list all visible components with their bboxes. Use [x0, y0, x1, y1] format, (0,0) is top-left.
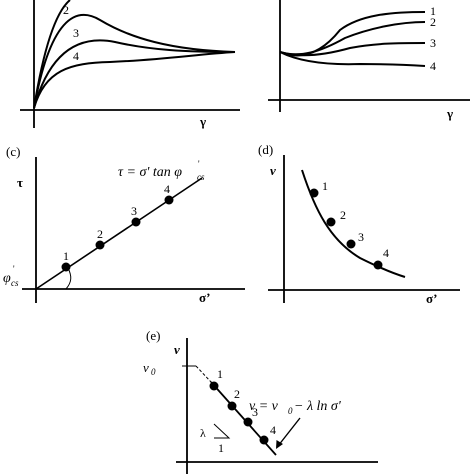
panel-c-point-4 — [164, 195, 174, 205]
panel-a-curve-3 — [33, 39, 236, 109]
panel-c-angle-label: φ cs ' — [3, 264, 19, 288]
panel-a-x-axis-label: γ — [199, 114, 206, 129]
panel-d-y-axis-label: v — [270, 163, 276, 178]
svg-text:φ: φ — [3, 271, 11, 286]
svg-text:τ = σ' tan φ: τ = σ' tan φ — [118, 165, 182, 180]
panel-b-curve-label-2: 2 — [430, 15, 436, 29]
panel-e-point-label-2: 2 — [234, 387, 240, 401]
panel-e-pointer-arrowhead — [276, 440, 283, 449]
svg-text:− λ ln σ': − λ ln σ' — [294, 399, 342, 414]
panel-d-point-4 — [373, 260, 383, 270]
panel-d-point-2 — [326, 217, 336, 227]
panel-e-slope-label: λ — [200, 426, 206, 440]
panel-c-point-label-3: 3 — [131, 204, 137, 218]
panel-b-curve-2 — [279, 21, 426, 56]
panel-b-x-axis-label: γ — [446, 106, 453, 121]
panel-d-label: (d) — [258, 142, 273, 157]
svg-text:': ' — [13, 264, 15, 274]
panel-a-curve-label-3: 3 — [73, 26, 79, 40]
panel-e-point-label-3: 3 — [252, 405, 258, 419]
panel-e-point-2 — [227, 401, 237, 411]
panel-d-ncl-curve — [301, 169, 406, 278]
svg-text:': ' — [198, 159, 200, 169]
panel-c-point-2 — [95, 240, 105, 250]
panel-e-axes — [176, 338, 378, 474]
panel-c-x-axis-label: σ’ — [199, 290, 210, 305]
panel-c-point-label-4: 4 — [164, 182, 170, 196]
svg-text:0: 0 — [151, 367, 156, 377]
panel-d-point-label-4: 4 — [383, 246, 389, 260]
panel-d-point-3 — [346, 239, 356, 249]
svg-text:cs: cs — [11, 278, 19, 288]
panel-a-curve-2 — [33, 13, 236, 109]
panel-e-point-4 — [259, 435, 269, 445]
panel-a: 2 3 4 γ — [20, 0, 240, 129]
panel-e-point-label-4: 4 — [270, 423, 276, 437]
panel-b-curve-4 — [279, 51, 426, 67]
panel-a-curve-label-4: 4 — [73, 49, 79, 63]
panel-c-point-1 — [61, 262, 71, 272]
svg-text:v = v: v = v — [249, 399, 279, 414]
panel-d-point-1 — [309, 188, 319, 198]
panel-e-equation: v = v 0 − λ ln σ' — [249, 399, 342, 416]
panel-e-pointer-arrow — [277, 417, 301, 447]
panel-c-point-3 — [131, 217, 141, 227]
svg-text:cs: cs — [197, 172, 205, 182]
panel-b-curve-label-4: 4 — [430, 59, 436, 73]
panel-e: (e) v v 0 1 2 3 4 λ 1 v = v 0 − λ ln σ' — [143, 328, 378, 474]
panel-d-point-label-1: 1 — [322, 179, 328, 193]
panel-c-equation: τ = σ' tan φ cs ' — [118, 159, 205, 182]
panel-c-failure-line — [35, 177, 203, 290]
panel-e-slope-run: 1 — [218, 441, 224, 455]
panel-e-slope-triangle — [213, 423, 231, 439]
svg-text:0: 0 — [288, 406, 293, 416]
panel-a-curve-label-2: 2 — [63, 3, 69, 17]
panel-d-axes — [268, 155, 460, 303]
panel-e-point-label-1: 1 — [217, 367, 223, 381]
panel-a-curve-4 — [33, 51, 236, 109]
panel-e-label: (e) — [146, 328, 160, 343]
panel-d-point-label-2: 2 — [340, 208, 346, 222]
panel-c-point-label-1: 1 — [63, 249, 69, 263]
panel-b-curve-1 — [279, 11, 426, 57]
panel-c-axes — [22, 157, 245, 303]
panel-d-x-axis-label: σ’ — [426, 291, 437, 306]
panel-e-v0-label: v 0 — [143, 360, 156, 377]
panel-e-dashed-extension — [195, 365, 212, 383]
panel-e-y-axis-label: v — [174, 342, 180, 357]
panel-b-curve-3 — [279, 42, 426, 57]
panel-c-point-label-2: 2 — [97, 227, 103, 241]
panel-d: (d) v σ’ 1 2 3 4 — [258, 142, 460, 306]
panel-c: (c) τ σ’ φ cs ' 1 2 3 4 τ = σ' tan φ cs … — [3, 144, 245, 305]
panel-e-point-3 — [243, 417, 253, 427]
panel-b: 1 2 3 4 γ — [268, 0, 470, 121]
svg-text:v: v — [143, 360, 149, 375]
panel-e-point-1 — [209, 381, 219, 391]
panel-c-label: (c) — [6, 144, 20, 159]
panel-d-point-label-3: 3 — [358, 230, 364, 244]
panel-b-curve-label-3: 3 — [430, 36, 436, 50]
panel-b-curve-label-1: 1 — [430, 4, 436, 18]
panel-b-axes — [268, 0, 470, 112]
panel-c-y-axis-label: τ — [17, 175, 23, 190]
